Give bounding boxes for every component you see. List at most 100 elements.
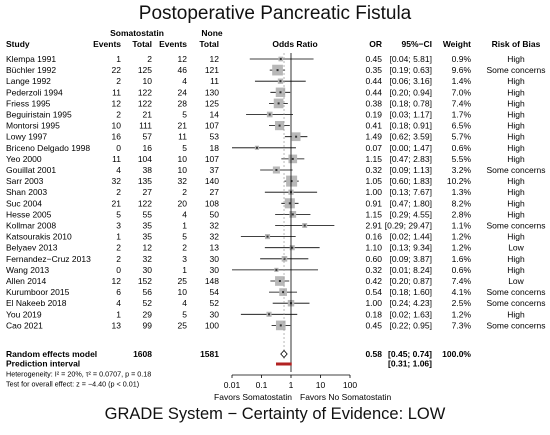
- total-somatostatin: 29: [143, 309, 153, 319]
- total-somatostatin: 57: [143, 132, 153, 142]
- study-or: 1.15: [365, 154, 382, 164]
- study-row: Cao 2021 13 99 25 100 0.45 [0.22; 0.95] 7.3% Som…: [6, 320, 546, 330]
- events-none: 1: [182, 221, 187, 231]
- study-name: Shan 2003: [6, 187, 47, 197]
- study-row: Lange 1992 2 10 4 11 0.44 [0.06; 3.16] 1.4% High: [6, 76, 525, 86]
- point-estimate: [279, 324, 282, 327]
- total-none: 107: [205, 121, 219, 131]
- summary-ci: [0.45; 0.74]: [388, 349, 432, 359]
- study-name: El Nakeeb 2018: [6, 298, 67, 308]
- events-none: 5: [182, 232, 187, 242]
- study-name: Briceno Delgado 1998: [6, 143, 90, 153]
- point-estimate: [283, 257, 286, 260]
- study-or: 0.42: [365, 276, 382, 286]
- header-total-1: Total: [132, 39, 152, 49]
- study-weight: 0.9%: [452, 54, 472, 64]
- column-headers: Study Somatostatin None Events Total Eve…: [6, 28, 541, 49]
- study-row: Briceno Delgado 1998 0 16 5 18 0.07 [0.00; 1.4…: [6, 143, 525, 153]
- study-weight: 1.7%: [452, 110, 472, 120]
- study-row: Kollmar 2008 3 35 1 32 2.91 [0.29; 29.47] 1.1% S…: [6, 221, 546, 231]
- risk-of-bias: Some concerns: [486, 320, 545, 330]
- x-axis: Favors Somatostatin Favors No Somatostat…: [214, 374, 391, 402]
- events-somatostatin: 1: [116, 309, 121, 319]
- total-none: 27: [210, 187, 220, 197]
- total-somatostatin: 30: [143, 265, 153, 275]
- header-none: None: [201, 28, 223, 38]
- study-row: Shan 2003 2 27 2 27 1.00 [0.13; 7.67] 1.3% High: [6, 187, 525, 197]
- study-or: 2.91: [365, 221, 382, 231]
- study-row: Beguiristain 1995 2 21 5 14 0.19 [0.03; 1.17] 1…: [6, 110, 525, 120]
- x-tick-label: 100: [343, 380, 357, 390]
- events-somatostatin: 32: [112, 176, 122, 186]
- events-none: 21: [178, 121, 188, 131]
- risk-of-bias: Some concerns: [486, 287, 545, 297]
- study-name: Allen 2014: [6, 276, 46, 286]
- header-somatostatin: Somatostatin: [110, 28, 164, 38]
- total-somatostatin: 52: [143, 298, 153, 308]
- events-somatostatin: 12: [112, 98, 122, 108]
- study-ci: [0.24; 4.23]: [389, 298, 432, 308]
- study-weight: 8.2%: [452, 198, 472, 208]
- risk-of-bias: Low: [508, 276, 524, 286]
- total-none: 18: [210, 143, 220, 153]
- events-somatostatin: 2: [116, 254, 121, 264]
- total-none: 53: [210, 132, 220, 142]
- total-somatostatin: 12: [143, 243, 153, 253]
- study-ci: [0.06; 3.16]: [389, 76, 432, 86]
- study-or: 0.91: [365, 198, 382, 208]
- study-weight: 0.6%: [452, 143, 472, 153]
- events-none: 32: [178, 176, 188, 186]
- events-somatostatin: 21: [112, 198, 122, 208]
- study-name: Lowy 1997: [6, 132, 47, 142]
- total-somatostatin: 56: [143, 287, 153, 297]
- events-none: 2: [182, 243, 187, 253]
- study-name: Hesse 2005: [6, 209, 52, 219]
- study-ci: [0.22; 0.95]: [389, 320, 432, 330]
- study-row: Suc 2004 21 122 20 108 0.91 [0.47; 1.80] 8.2% Hi…: [6, 198, 525, 209]
- study-weight: 1.6%: [452, 254, 472, 264]
- header-events-1: Events: [93, 39, 121, 49]
- total-none: 13: [210, 243, 220, 253]
- total-none: 30: [210, 265, 220, 275]
- point-estimate: [278, 280, 281, 282]
- risk-of-bias: High: [507, 154, 525, 164]
- events-none: 20: [178, 198, 188, 208]
- study-ci: [0.47; 1.80]: [389, 198, 432, 208]
- study-or: 0.32: [365, 265, 382, 275]
- events-somatostatin: 16: [112, 132, 122, 142]
- study-ci: [0.09; 1.13]: [389, 165, 432, 175]
- risk-of-bias: Low: [508, 243, 524, 253]
- study-row: Gouillat 2001 4 38 10 37 0.32 [0.09; 1.13] 3.2%…: [6, 165, 546, 175]
- study-name: Yeo 2000: [6, 154, 42, 164]
- point-estimate: [279, 80, 282, 83]
- summary-label: Random effects model: [6, 349, 97, 359]
- events-none: 25: [178, 276, 188, 286]
- study-ci: [0.29; 4.55]: [389, 209, 432, 219]
- study-or: 0.35: [365, 65, 382, 75]
- risk-of-bias: High: [507, 110, 525, 120]
- total-somatostatin: 111: [139, 121, 152, 131]
- events-none: 10: [178, 287, 188, 297]
- study-weight: 1.2%: [452, 309, 472, 319]
- study-or: 0.54: [365, 287, 382, 297]
- total-somatostatin: 10: [143, 76, 153, 86]
- risk-of-bias: High: [507, 309, 525, 319]
- x-tick-label: 10: [316, 380, 326, 390]
- favors-somatostatin-label: Favors Somatostatin: [214, 392, 292, 402]
- study-ci: [0.13; 7.67]: [389, 187, 432, 197]
- total-none: 125: [205, 98, 219, 108]
- chart-title: Postoperative Pancreatic Fistula: [138, 3, 412, 24]
- events-somatostatin: 4: [116, 165, 121, 175]
- events-somatostatin: 2: [116, 110, 121, 120]
- point-estimate: [279, 58, 282, 60]
- total-none: 121: [205, 65, 219, 75]
- study-weight: 6.5%: [452, 121, 472, 131]
- study-name: Kollmar 2008: [6, 221, 56, 231]
- study-name: Katsourakis 2010: [6, 232, 72, 242]
- study-row: Montorsi 1995 10 111 21 107 0.41 [0.18; 0.91] 6…: [6, 121, 525, 131]
- study-weight: 1.4%: [452, 76, 472, 86]
- study-ci: [0.29; 29.47]: [385, 221, 432, 231]
- study-or: 1.49: [365, 132, 382, 142]
- events-none: 24: [178, 87, 188, 97]
